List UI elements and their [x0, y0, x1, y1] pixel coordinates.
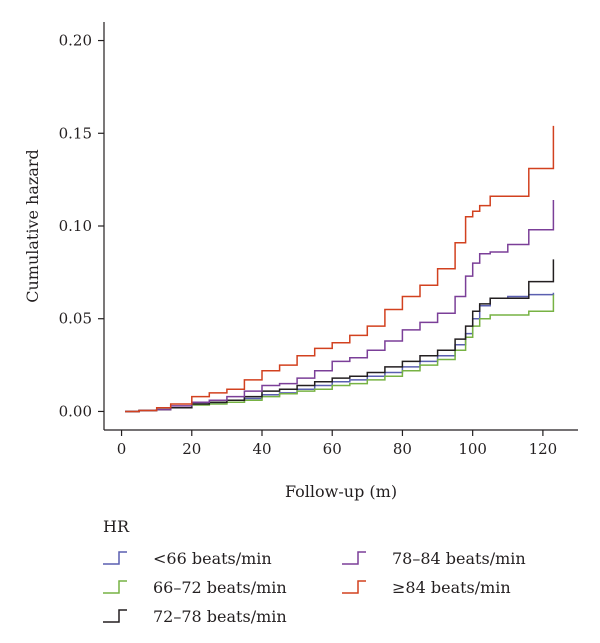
legend-label-1: <66 beats/min: [153, 549, 272, 568]
legend-swatch-2: [103, 580, 127, 594]
legend: <66 beats/min 66–72 beats/min 72–78 beats/…: [103, 549, 526, 626]
x-tick-label: 60: [323, 440, 342, 458]
x-tick-label: 100: [458, 440, 487, 458]
plot-lines: [125, 125, 555, 413]
legend-label-4: 78–84 beats/min: [392, 549, 526, 568]
legend-swatch-3: [103, 609, 127, 623]
y-tick-label: 0.15: [59, 124, 92, 142]
x-tick-label: 20: [182, 440, 201, 458]
x-axis-ticks: 0 20 40 60 80 100 120: [117, 430, 557, 458]
legend-title: HR: [103, 517, 130, 536]
legend-label-3: 72–78 beats/min: [153, 607, 287, 626]
x-tick-label: 0: [117, 440, 127, 458]
series-line-1: [125, 292, 555, 413]
y-axis-ticks: 0.00 0.05 0.10 0.15 0.20: [59, 32, 104, 420]
legend-swatch-4: [342, 551, 366, 565]
legend-label-2: 66–72 beats/min: [153, 578, 287, 597]
legend-label-5: ≥84 beats/min: [392, 578, 511, 597]
y-tick-label: 0.00: [59, 402, 92, 420]
series-line-5: [125, 125, 555, 413]
series-line-3: [125, 259, 555, 413]
x-tick-label: 80: [393, 440, 412, 458]
x-tick-label: 40: [252, 440, 271, 458]
x-tick-label: 120: [529, 440, 558, 458]
legend-swatch-1: [103, 551, 127, 565]
y-axis-title: Cumulative hazard: [23, 149, 42, 303]
series-line-4: [125, 200, 555, 413]
y-tick-label: 0.05: [59, 310, 92, 328]
y-tick-label: 0.20: [59, 32, 92, 50]
series-line-2: [125, 294, 555, 413]
x-axis-title: Follow-up (m): [285, 482, 397, 501]
y-tick-label: 0.10: [59, 217, 92, 235]
legend-swatch-5: [342, 580, 366, 594]
